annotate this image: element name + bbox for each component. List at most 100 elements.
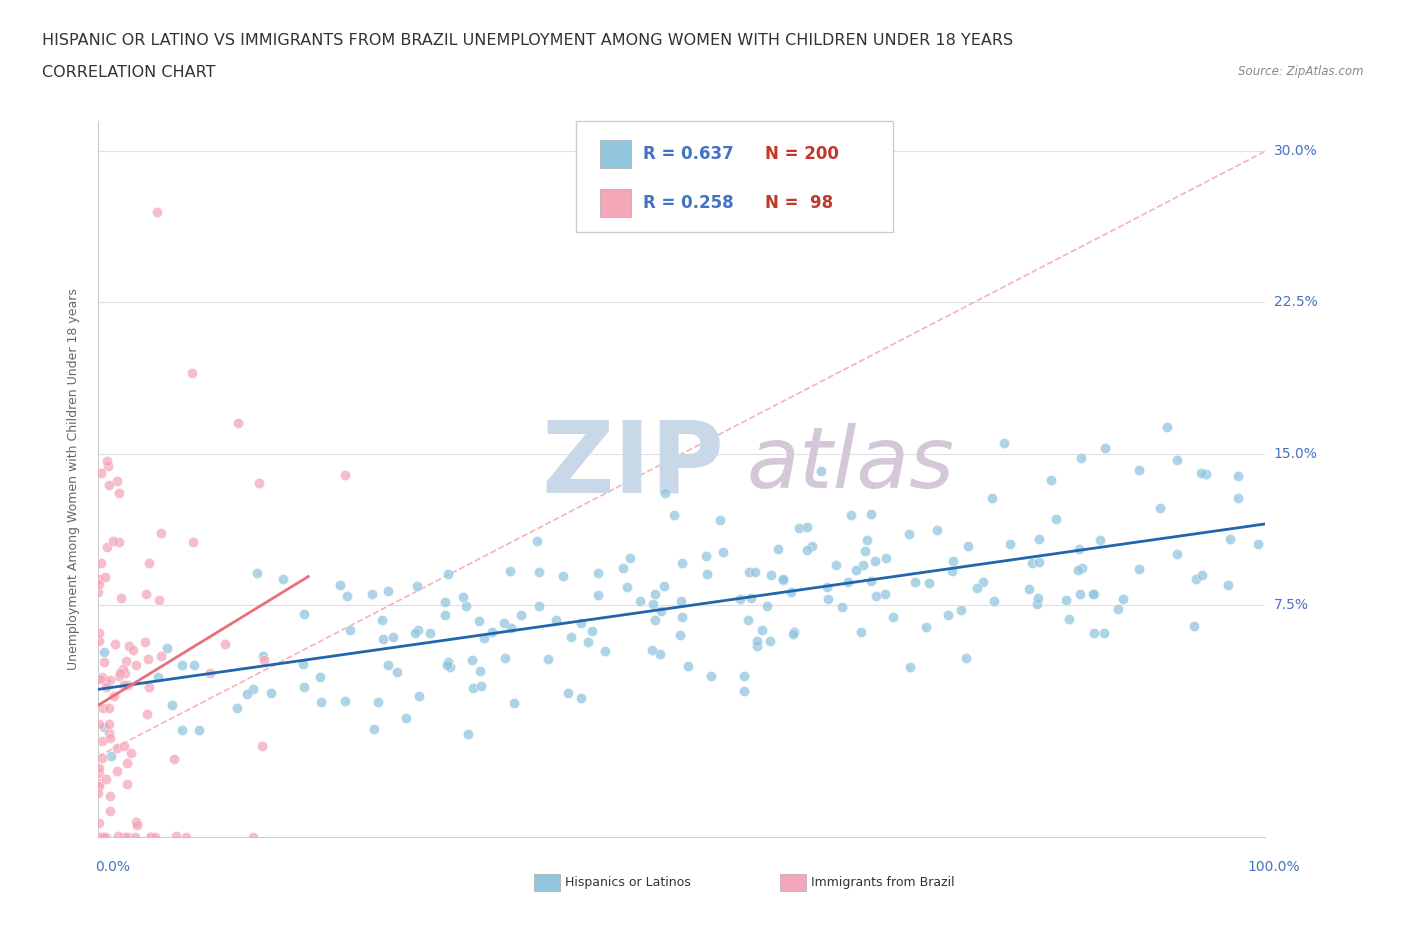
Point (235, 686, 257, 701)
Text: R = 0.258: R = 0.258 (643, 193, 733, 212)
Point (93, 830, 115, 844)
Point (112, 678, 135, 693)
Point (242, 682, 264, 697)
Point (385, 665, 408, 680)
Point (373, 632, 395, 647)
Point (329, 578, 352, 592)
Point (859, 507, 882, 522)
Point (1128, 463, 1150, 478)
Point (499, 564, 522, 578)
Point (404, 626, 426, 641)
Point (972, 575, 994, 590)
Point (560, 630, 582, 644)
Point (619, 551, 641, 565)
Point (163, 751, 186, 766)
Point (125, 815, 148, 830)
Point (419, 626, 441, 641)
Point (87, 761, 110, 776)
Point (1069, 586, 1091, 601)
Point (90, 830, 112, 844)
Point (93, 720, 115, 735)
Point (1028, 591, 1050, 605)
Point (117, 830, 139, 844)
Point (925, 523, 948, 538)
Point (143, 830, 166, 844)
Point (271, 572, 294, 587)
Point (89, 671, 111, 686)
Point (114, 654, 136, 669)
Point (875, 551, 897, 565)
Point (1018, 581, 1040, 596)
Text: Source: ZipAtlas.com: Source: ZipAtlas.com (1239, 65, 1364, 78)
Point (98, 730, 121, 745)
Point (853, 543, 876, 558)
Point (941, 564, 963, 578)
Point (955, 650, 977, 665)
Point (669, 593, 692, 608)
Point (900, 659, 922, 674)
Text: atlas: atlas (747, 423, 955, 506)
Point (111, 661, 134, 676)
Point (837, 574, 859, 589)
Point (494, 651, 516, 666)
Point (915, 619, 938, 634)
Point (641, 642, 664, 657)
Point (406, 623, 429, 638)
Point (586, 565, 609, 580)
Point (671, 556, 693, 571)
Point (103, 534, 125, 549)
Point (170, 658, 193, 672)
Point (537, 652, 560, 667)
Point (745, 634, 768, 649)
Point (817, 591, 839, 606)
Point (588, 587, 610, 602)
Point (439, 660, 461, 675)
Point (136, 706, 159, 721)
Text: 7.5%: 7.5% (1274, 598, 1309, 612)
Point (957, 539, 980, 554)
Point (616, 580, 638, 595)
Point (309, 695, 332, 710)
Point (125, 658, 148, 673)
Point (188, 723, 211, 737)
Point (1028, 532, 1050, 547)
Point (709, 512, 731, 527)
Point (93, 830, 115, 844)
Point (711, 545, 734, 560)
Point (470, 678, 492, 693)
Point (170, 723, 193, 737)
Point (859, 574, 882, 589)
Point (644, 613, 666, 628)
Point (180, 365, 202, 380)
Point (544, 613, 567, 628)
Point (367, 695, 389, 710)
Point (333, 694, 356, 709)
Point (136, 652, 159, 667)
Point (628, 593, 651, 608)
Point (576, 634, 599, 649)
Point (110, 591, 132, 605)
Point (90, 465, 112, 480)
Text: 100.0%: 100.0% (1249, 860, 1301, 874)
Point (1059, 611, 1081, 626)
Point (699, 669, 721, 684)
Point (122, 643, 145, 658)
Point (461, 681, 484, 696)
Point (671, 610, 693, 625)
Text: Immigrants from Brazil: Immigrants from Brazil (811, 876, 955, 889)
Point (644, 586, 666, 601)
Point (1081, 586, 1104, 601)
Point (678, 658, 700, 673)
Point (100, 749, 122, 764)
Point (90, 751, 112, 765)
Point (569, 691, 592, 706)
Point (108, 669, 131, 684)
Point (87, 625, 110, 640)
Point (117, 755, 139, 770)
Point (105, 740, 128, 755)
Point (150, 648, 173, 663)
Point (737, 612, 759, 627)
Point (437, 655, 460, 670)
Point (103, 688, 125, 703)
Point (761, 567, 783, 582)
